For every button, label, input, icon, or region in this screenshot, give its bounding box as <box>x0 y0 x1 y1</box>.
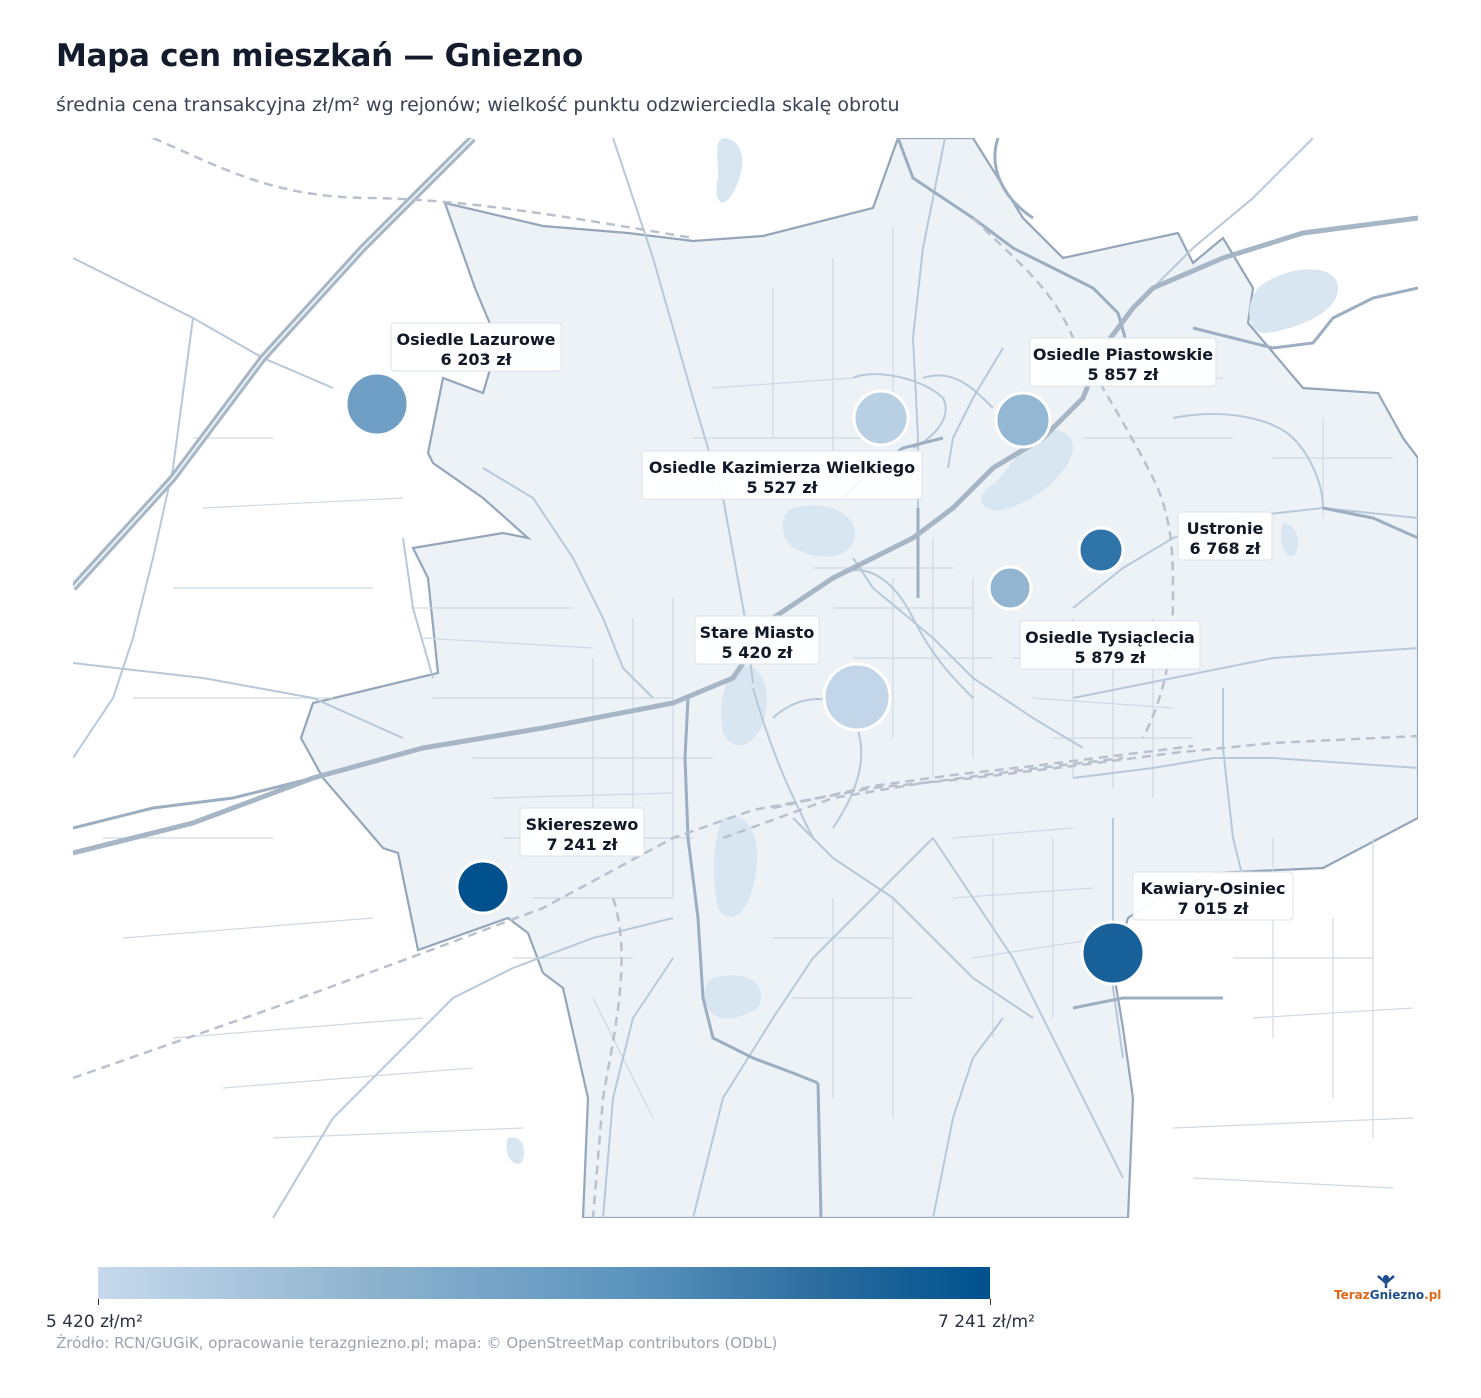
district-markers <box>344 371 1146 986</box>
district-name: Osiedle Kazimierza Wielkiego <box>649 458 915 477</box>
label-box <box>641 450 923 500</box>
color-scale-legend <box>98 1267 990 1299</box>
marker-stare-miasto[interactable] <box>822 662 892 732</box>
logo: TerazGniezno.pl <box>1334 1274 1442 1324</box>
marker-skiereszewo[interactable] <box>455 859 511 915</box>
district-name: Kawiary-Osiniec <box>1140 879 1285 898</box>
district-name: Stare Miasto <box>700 623 815 642</box>
legend-max-label: 7 241 zł/m² <box>938 1312 1035 1332</box>
district-price: 5 879 zł <box>1075 648 1147 667</box>
district-price: 6 768 zł <box>1190 539 1262 558</box>
district-price: 7 241 zł <box>547 835 619 854</box>
legend-min-label: 5 420 zł/m² <box>46 1312 143 1332</box>
label-box <box>1177 511 1273 561</box>
marker-osiedle-lazurowe[interactable] <box>344 371 410 437</box>
marker-kawiary-osiniec[interactable] <box>1080 920 1146 986</box>
logo-wordmark: TerazGniezno.pl <box>1334 1288 1442 1302</box>
label-box <box>1019 620 1201 670</box>
district-name: Osiedle Piastowskie <box>1033 345 1213 364</box>
logo-figure-icon <box>1377 1275 1395 1288</box>
label-box <box>390 322 562 372</box>
district-name: Ustronie <box>1187 519 1264 538</box>
label-box <box>694 615 820 665</box>
marker-osiedle-piastowskie[interactable] <box>994 391 1052 449</box>
lakes <box>506 138 1338 1164</box>
district-price: 5 527 zł <box>747 478 819 497</box>
district-price: 6 203 zł <box>441 350 513 369</box>
main-roads <box>73 138 1418 1218</box>
district-price: 7 015 zł <box>1178 899 1250 918</box>
district-name: Osiedle Lazurowe <box>396 330 555 349</box>
source-note: Źródło: RCN/GUGiK, opracowanie terazgnie… <box>56 1334 778 1352</box>
marker-osiedle-tysiaclecia[interactable] <box>987 565 1033 611</box>
district-price: 5 857 zł <box>1088 365 1160 384</box>
district-price: 5 420 zł <box>722 643 794 662</box>
district-name: Skiereszewo <box>526 815 639 834</box>
marker-ustronie[interactable] <box>1077 526 1125 574</box>
marker-osiedle-kazimierza-wielkiego[interactable] <box>852 389 910 447</box>
district-name: Osiedle Tysiąclecia <box>1025 628 1195 647</box>
legend-tick-min <box>98 1299 99 1305</box>
railways <box>73 138 1418 1218</box>
label-box <box>1029 337 1217 387</box>
page-subtitle: średnia cena transakcyjna zł/m² wg rejon… <box>56 94 900 116</box>
label-box <box>1132 871 1294 921</box>
national-road <box>73 215 1418 856</box>
legend-tick-max <box>990 1299 991 1305</box>
label-box <box>519 807 645 857</box>
city-map[interactable]: Osiedle Lazurowe 6 203 zł Osiedle Piastows… <box>73 138 1418 1218</box>
page-title: Mapa cen mieszkań — Gniezno <box>56 38 584 74</box>
